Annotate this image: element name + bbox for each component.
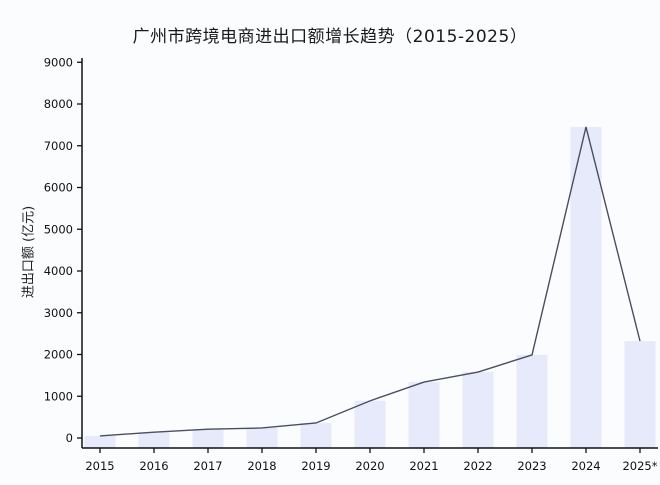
x-tick-label: 2015 <box>85 459 114 473</box>
x-tick-label: 2021 <box>409 459 438 473</box>
bar-2015 <box>84 435 116 448</box>
x-tick-label: 2019 <box>301 459 330 473</box>
y-tick-label: 0 <box>66 431 73 445</box>
bar-2018 <box>246 427 278 448</box>
bar-2024 <box>570 126 602 449</box>
bar-2019 <box>300 422 332 448</box>
y-tick-label: 9000 <box>44 55 73 69</box>
y-tick-label: 7000 <box>44 139 73 153</box>
x-tick-label: 2024 <box>571 459 600 473</box>
x-tick-label: 2025* <box>622 459 657 473</box>
chart-title: 广州市跨境电商进出口额增长趋势（2015-2025） <box>132 27 528 47</box>
y-tick-label: 3000 <box>44 306 73 320</box>
y-tick-label: 1000 <box>44 389 73 403</box>
x-tick-label: 2016 <box>139 459 168 473</box>
y-tick-label: 5000 <box>44 222 73 236</box>
bar-2016 <box>138 432 170 448</box>
bar-2020 <box>354 400 386 448</box>
x-tick-label: 2020 <box>355 459 384 473</box>
trend-line <box>99 126 641 437</box>
x-tick-label: 2022 <box>463 459 492 473</box>
x-tick-label: 2018 <box>247 459 276 473</box>
y-tick-label: 4000 <box>44 264 73 278</box>
bar-2021 <box>408 382 440 448</box>
bar-2022 <box>462 372 494 448</box>
x-tick-label: 2023 <box>517 459 546 473</box>
bar-2023 <box>516 354 548 448</box>
bar-2017 <box>192 429 224 448</box>
x-tick-label: 2017 <box>193 459 222 473</box>
y-tick-label: 2000 <box>44 348 73 362</box>
bar-2025* <box>624 341 656 448</box>
y-tick-label: 8000 <box>44 97 73 111</box>
y-tick-label: 6000 <box>44 181 73 195</box>
